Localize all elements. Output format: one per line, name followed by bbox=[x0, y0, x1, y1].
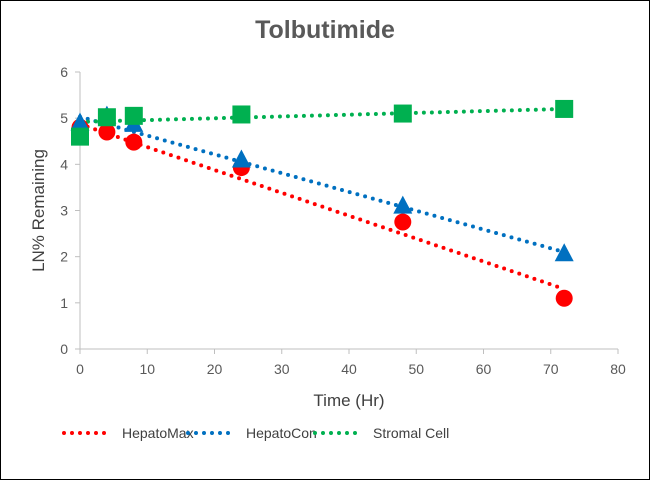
trendline bbox=[78, 114, 567, 255]
y-axis-label: LN% Remaining bbox=[29, 149, 48, 272]
legend-label: HepatoMax bbox=[122, 425, 194, 441]
data-point bbox=[98, 123, 116, 141]
y-tick-label: 6 bbox=[60, 64, 68, 80]
x-tick-label: 60 bbox=[476, 361, 492, 377]
data-point bbox=[554, 243, 574, 262]
chart-title: Tolbutimide bbox=[255, 16, 395, 44]
data-point bbox=[231, 149, 251, 168]
x-tick-label: 70 bbox=[543, 361, 559, 377]
data-point bbox=[393, 104, 412, 123]
data-point bbox=[70, 112, 90, 131]
x-tick-label: 10 bbox=[139, 361, 155, 377]
x-tick-label: 20 bbox=[207, 361, 223, 377]
y-tick-label: 3 bbox=[60, 203, 68, 219]
trendline bbox=[78, 106, 567, 124]
y-tick-label: 0 bbox=[60, 341, 68, 357]
x-tick-label: 50 bbox=[408, 361, 424, 377]
trendline bbox=[78, 122, 567, 291]
data-points bbox=[70, 99, 574, 307]
data-point bbox=[394, 213, 412, 231]
y-tick-label: 5 bbox=[60, 110, 68, 126]
y-tick-label: 2 bbox=[60, 249, 68, 265]
y-tick-label: 4 bbox=[60, 156, 68, 172]
data-point bbox=[124, 106, 143, 125]
x-tick-label: 30 bbox=[274, 361, 290, 377]
data-point bbox=[555, 289, 573, 307]
data-point bbox=[97, 108, 116, 127]
x-tick-label: 0 bbox=[76, 361, 84, 377]
legend: HepatoMax HepatoCon Stromal Cell bbox=[62, 425, 449, 441]
data-point bbox=[71, 127, 89, 146]
data-point bbox=[232, 105, 251, 124]
data-point bbox=[125, 133, 143, 151]
data-point bbox=[393, 195, 413, 214]
legend-label: HepatoCon bbox=[246, 425, 317, 441]
trendlines bbox=[78, 106, 567, 291]
legend-label: Stromal Cell bbox=[373, 425, 449, 441]
x-tick-label: 80 bbox=[610, 361, 626, 377]
y-tick-label: 1 bbox=[60, 295, 68, 311]
data-point bbox=[555, 99, 574, 118]
x-axis-label: Time (Hr) bbox=[313, 391, 384, 410]
x-tick-label: 40 bbox=[341, 361, 357, 377]
